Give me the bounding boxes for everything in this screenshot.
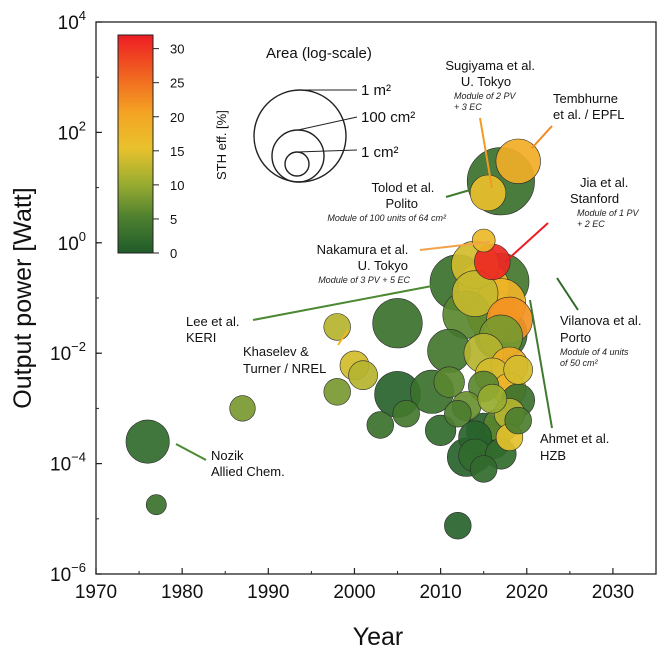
y-axis-label: Output power [Watt] — [9, 187, 37, 408]
x-axis-label: Year — [353, 623, 404, 651]
annotation-tembhurne: Tembhurne et al. / EPFL — [553, 91, 625, 122]
annotation-vilanova: Vilanova et al. Porto — [560, 313, 645, 345]
x-tick-label: 2020 — [506, 582, 548, 603]
data-point — [495, 138, 541, 184]
data-point — [145, 494, 167, 516]
colorbar-label: STH eff. [%] — [214, 110, 229, 180]
colorbar-tick-label: 0 — [170, 246, 177, 261]
leader-nakamura — [419, 241, 491, 251]
data-points — [125, 138, 541, 540]
x-tick-label: 1970 — [75, 582, 117, 603]
leader-tembhurne — [531, 125, 553, 149]
x-tick-label: 2010 — [419, 582, 461, 603]
leader-nozik — [175, 443, 207, 461]
colorbar-gradient — [117, 34, 154, 254]
data-point — [444, 511, 472, 540]
size-legend-leader-3 — [296, 149, 358, 153]
colorbar-tick-label: 15 — [170, 144, 184, 159]
y-tick-label: 10−2 — [50, 339, 86, 365]
annotation-nozik: Nozik Allied Chem. — [211, 448, 285, 479]
y-tick-label: 100 — [58, 229, 86, 255]
x-tick-label: 2000 — [333, 582, 375, 603]
annotation-sugiyama: Sugiyama et al. U. Tokyo — [445, 58, 538, 89]
data-point — [451, 270, 499, 317]
annotation-ahmet: Ahmet et al. HZB — [540, 431, 613, 463]
data-point — [444, 400, 472, 428]
colorbar-tick-label: 25 — [170, 76, 184, 91]
leader-tolod — [445, 189, 471, 198]
size-legend-leader-2 — [297, 116, 358, 131]
leader-jia — [504, 222, 549, 263]
colorbar-tick-label: 10 — [170, 178, 184, 193]
colorbar-tick-label: 5 — [170, 212, 177, 227]
annotation-lee: Lee et al. KERI — [186, 314, 243, 345]
annotation-nakamura-sub: Module of 3 PV + 5 EC — [318, 275, 410, 285]
data-point — [323, 378, 351, 406]
size-legend-label-1cm2: 1 cm² — [361, 144, 399, 161]
leader-lee — [252, 285, 433, 321]
annotation-sugiyama-sub: Module of 2 PV + 3 EC — [454, 91, 518, 112]
data-point — [503, 354, 534, 385]
annotation-tolod: Tolod et al. Polito — [372, 180, 439, 211]
leader-vilanova — [556, 277, 579, 311]
data-point — [477, 383, 508, 414]
y-tick-label: 104 — [58, 8, 86, 34]
data-point — [471, 228, 496, 253]
annotation-jia-sub: Module of 1 PV + 2 EC — [577, 208, 641, 229]
colorbar-tick-label: 30 — [170, 42, 184, 57]
data-point — [469, 174, 507, 212]
data-point — [470, 455, 498, 483]
x-axis: 1970 1980 1990 2000 2010 2020 2030 — [75, 568, 634, 603]
size-legend-title: Area (log-scale) — [266, 45, 372, 62]
size-legend-circle-100cm2 — [271, 129, 325, 183]
annotation-nakamura: Nakamura et al. U. Tokyo — [317, 242, 412, 273]
colorbar-ticks: 0 5 10 15 20 25 30 — [153, 42, 184, 261]
annotation-jia: Jia et al. Stanford — [570, 175, 632, 206]
size-legend-circle-1m2 — [253, 89, 347, 183]
colorbar-tick-label: 20 — [170, 110, 184, 125]
annotations: Sugiyama et al. U. Tokyo Module of 2 PV … — [186, 58, 645, 479]
leader-lines — [175, 117, 579, 461]
data-point — [125, 419, 170, 464]
x-tick-label: 1980 — [161, 582, 203, 603]
size-legend: Area (log-scale) 1 m² 100 cm² 1 cm² — [253, 45, 415, 183]
data-point — [504, 406, 532, 435]
x-tick-label: 2030 — [592, 582, 634, 603]
leader-sugiyama — [479, 117, 493, 189]
y-tick-label: 102 — [58, 118, 86, 144]
size-legend-label-100cm2: 100 cm² — [361, 109, 415, 126]
y-tick-label: 10−4 — [50, 450, 86, 476]
data-point — [366, 411, 394, 439]
annotation-vilanova-sub: Module of 4 units of 50 cm² — [560, 347, 631, 368]
data-point — [372, 298, 423, 349]
size-legend-circle-1cm2 — [284, 151, 310, 177]
annotation-khaselev: Khaselev & Turner / NREL — [243, 344, 326, 376]
leader-khaselev — [337, 329, 349, 346]
data-point — [348, 360, 378, 391]
data-point — [433, 366, 465, 398]
annotation-tolod-sub: Module of 100 units of 64 cm² — [327, 213, 447, 223]
leader-ahmet — [529, 299, 553, 429]
data-point — [229, 395, 256, 422]
x-tick-label: 1990 — [247, 582, 289, 603]
data-point — [323, 313, 351, 341]
data-point — [392, 400, 420, 428]
size-legend-label-1m2: 1 m² — [361, 82, 391, 99]
colorbar: 0 5 10 15 20 25 30 STH eff. [%] — [117, 34, 229, 261]
